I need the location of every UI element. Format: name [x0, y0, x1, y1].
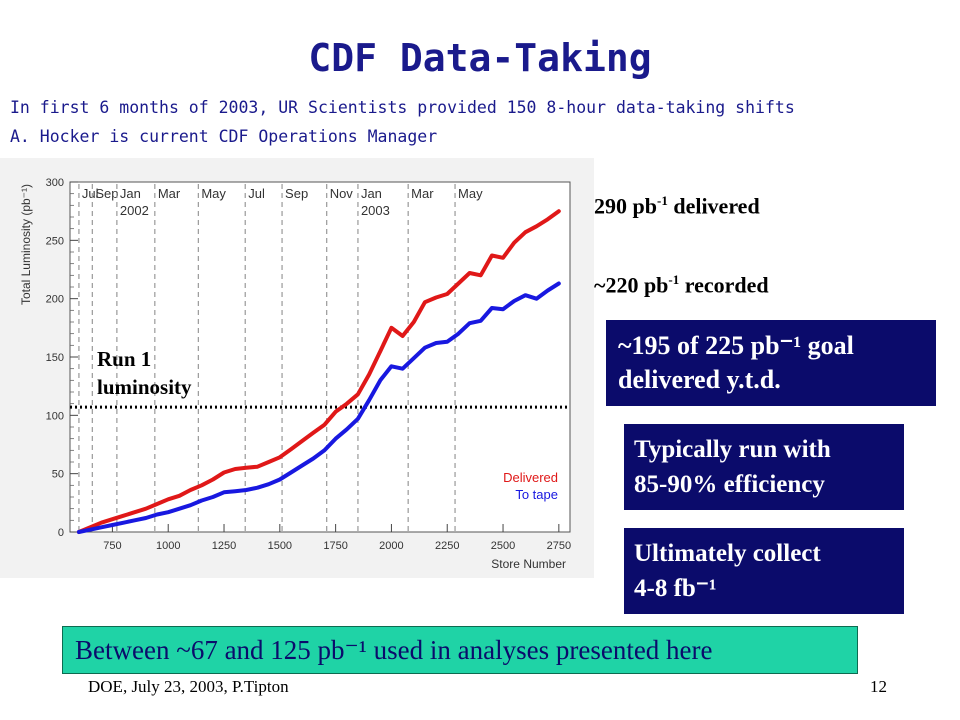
- y-tick-label: 0: [58, 527, 64, 539]
- y-tick-label: 150: [46, 352, 64, 364]
- delivered-note-value: 290 pb: [594, 193, 657, 219]
- month-marker-label: Jul: [248, 186, 265, 201]
- x-tick-label: 1750: [323, 540, 347, 552]
- month-marker-label: May: [458, 186, 483, 201]
- footer-credit: DOE, July 23, 2003, P.Tipton: [88, 677, 289, 696]
- plot-area: [69, 181, 571, 533]
- x-tick-label: 750: [103, 540, 121, 552]
- month-marker-label: Jan: [120, 186, 141, 201]
- x-tick-label: 2000: [379, 540, 403, 552]
- x-axis-label: Store Number: [491, 557, 566, 571]
- recorded-note-value: ~220 pb: [594, 272, 669, 298]
- x-tick-label: 2250: [435, 540, 459, 552]
- legend-entry: To tape: [515, 487, 558, 502]
- recorded-note: ~220 pb-1 recorded: [594, 272, 769, 298]
- series-line-delivered: [76, 209, 561, 534]
- y-tick-label: 250: [46, 235, 64, 247]
- subtitle-operations-manager: A. Hocker is current CDF Operations Mana…: [10, 127, 438, 146]
- month-marker-label: Jul: [82, 186, 99, 201]
- y-tick-label: 50: [52, 469, 64, 481]
- efficiency-box-line-2: 85-90% efficiency: [634, 471, 825, 498]
- x-tick-label: 1500: [268, 540, 292, 552]
- month-marker-label: Nov: [330, 186, 354, 201]
- collect-box-line-2: 4-8 fb⁻¹: [634, 575, 717, 602]
- month-marker-label: Mar: [158, 186, 181, 201]
- run1-luminosity-label: Run 1: [97, 347, 151, 371]
- delivered-note-suffix: delivered: [667, 193, 760, 219]
- run1-luminosity-label: luminosity: [97, 375, 192, 399]
- y-axis-label: Total Luminosity (pb⁻¹): [19, 184, 33, 305]
- month-marker-year: 2002: [120, 203, 149, 218]
- subtitle-shifts: In first 6 months of 2003, UR Scientists…: [10, 98, 795, 117]
- month-marker-label: Mar: [411, 186, 434, 201]
- collect-box: Ultimately collect 4-8 fb⁻¹: [624, 528, 904, 614]
- efficiency-box-line-1: Typically run with: [634, 436, 831, 463]
- goal-delivered-box: ~195 of 225 pb⁻¹ goal delivered y.t.d.: [606, 320, 936, 406]
- page-number: 12: [870, 677, 887, 696]
- x-tick-label: 2500: [491, 540, 515, 552]
- goal-box-line-2: delivered y.t.d.: [618, 365, 781, 394]
- y-tick-label: 200: [46, 294, 64, 306]
- month-marker-label: Sep: [95, 186, 118, 201]
- y-tick-label: 300: [46, 177, 64, 189]
- month-marker-year: 2003: [361, 203, 390, 218]
- analyses-banner: Between ~67 and 125 pb⁻¹ used in analyse…: [62, 626, 858, 674]
- series-line-to-tape: [76, 281, 561, 534]
- month-marker-label: May: [201, 186, 226, 201]
- x-tick-label: 1000: [156, 540, 180, 552]
- recorded-note-exp: -1: [668, 272, 680, 287]
- goal-box-line-1: ~195 of 225 pb⁻¹ goal: [618, 331, 854, 360]
- efficiency-box: Typically run with 85-90% efficiency: [624, 424, 904, 510]
- recorded-note-suffix: recorded: [679, 272, 769, 298]
- month-marker-label: Jan: [361, 186, 382, 201]
- delivered-note: 290 pb-1 delivered: [594, 193, 760, 219]
- slide-title: CDF Data-Taking: [308, 36, 652, 80]
- x-tick-label: 1250: [212, 540, 236, 552]
- x-tick-label: 2750: [547, 540, 571, 552]
- legend-entry: Delivered: [503, 470, 558, 485]
- y-tick-label: 100: [46, 410, 64, 422]
- delivered-note-exp: -1: [656, 193, 668, 208]
- month-marker-label: Sep: [285, 186, 308, 201]
- collect-box-line-1: Ultimately collect: [634, 540, 821, 567]
